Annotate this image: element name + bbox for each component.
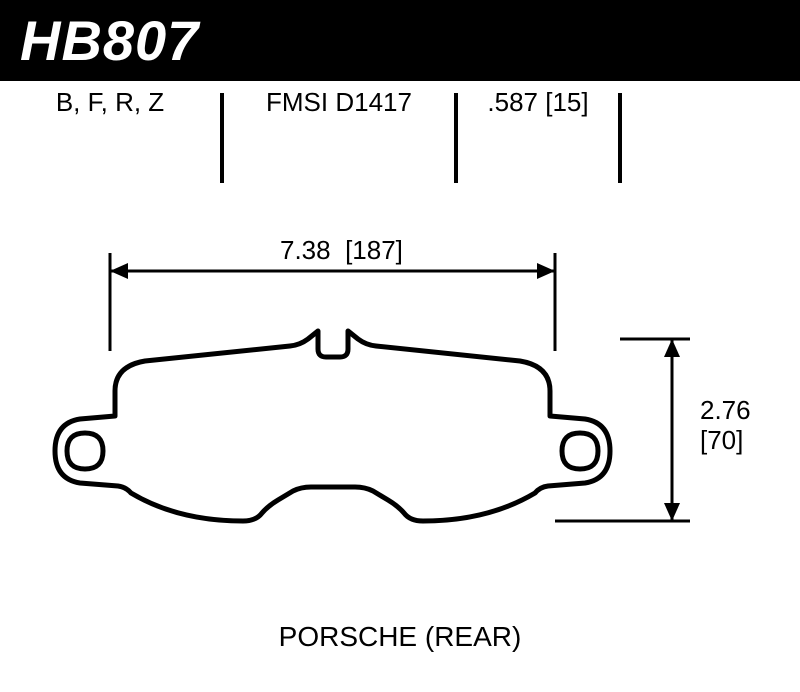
width-dimension: 7.38 [187] [110,235,555,351]
thickness-in: .587 [487,87,538,117]
spec-thickness: .587 [15] [487,87,588,122]
caption: PORSCHE (REAR) [0,621,800,653]
diagram-area: 7.38 [187] 2.76 [70] [0,201,800,621]
part-number: HB807 [20,8,780,73]
brake-pad-outline [55,331,610,521]
spec-fmsi: FMSI D1417 [266,87,412,122]
height-in: 2.76 [700,395,751,425]
specs-row: B, F, R, Z FMSI D1417 .587 [15] [0,81,800,201]
header-bar: HB807 [0,0,800,81]
thickness-mm: [15] [545,87,588,117]
height-mm: [70] [700,425,743,455]
brake-pad-diagram: 7.38 [187] 2.76 [70] [0,201,800,621]
spec-compounds: B, F, R, Z [56,87,164,122]
spec-divider [618,93,622,183]
width-value: 7.38 [187] [280,235,403,265]
height-dimension: 2.76 [70] [555,339,751,521]
